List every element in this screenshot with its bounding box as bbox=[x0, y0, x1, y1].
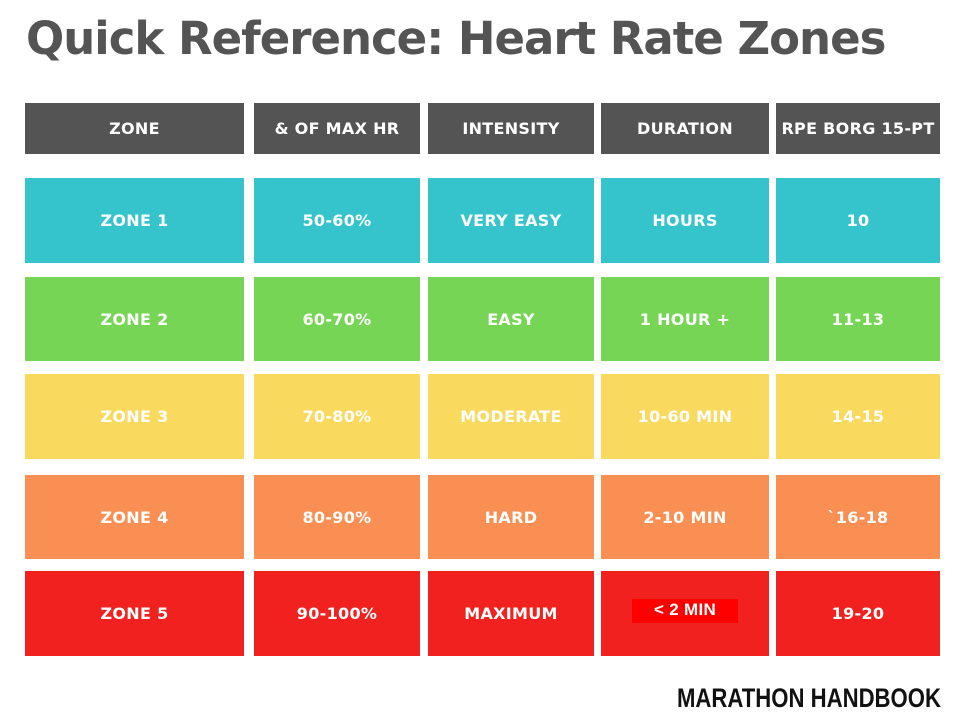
zone-4-name: ZONE 4 bbox=[25, 475, 244, 559]
zone-1-name: ZONE 1 bbox=[25, 178, 244, 263]
page-title: Quick Reference: Heart Rate Zones bbox=[26, 12, 886, 65]
zone-2-duration: 1 HOUR + bbox=[601, 277, 769, 361]
zone-3-duration: 10-60 MIN bbox=[601, 374, 769, 459]
zone-1-rpe: 10 bbox=[776, 178, 940, 263]
zone-3-intensity: MODERATE bbox=[428, 374, 594, 459]
zone-1-max-hr: 50-60% bbox=[254, 178, 420, 263]
brand-logo: MARATHON HANDBOOK bbox=[676, 683, 941, 713]
zone-2-rpe: 11-13 bbox=[776, 277, 940, 361]
column-header-max-hr: & OF MAX HR bbox=[254, 103, 420, 154]
column-header-duration: DURATION bbox=[601, 103, 769, 154]
zone-1-duration: HOURS bbox=[601, 178, 769, 263]
column-header-intensity: INTENSITY bbox=[428, 103, 594, 154]
zone-2-max-hr: 60-70% bbox=[254, 277, 420, 361]
zone-3-name: ZONE 3 bbox=[25, 374, 244, 459]
zone-5-duration: < 2 MIN bbox=[631, 599, 739, 623]
zone-5-name: ZONE 5 bbox=[25, 571, 244, 656]
zone-4-max-hr: 80-90% bbox=[254, 475, 420, 559]
zone-1-intensity: VERY EASY bbox=[428, 178, 594, 263]
zone-5-max-hr: 90-100% bbox=[254, 571, 420, 656]
zone-4-duration: 2-10 MIN bbox=[601, 475, 769, 559]
column-header-rpe: RPE BORG 15-PT bbox=[776, 103, 940, 154]
zone-2-name: ZONE 2 bbox=[25, 277, 244, 361]
zone-5-duration-cell: < 2 MIN bbox=[601, 571, 769, 656]
zone-2-intensity: EASY bbox=[428, 277, 594, 361]
zone-4-rpe: `16-18 bbox=[776, 475, 940, 559]
zone-4-intensity: HARD bbox=[428, 475, 594, 559]
zone-3-rpe: 14-15 bbox=[776, 374, 940, 459]
zone-3-max-hr: 70-80% bbox=[254, 374, 420, 459]
zone-5-rpe: 19-20 bbox=[776, 571, 940, 656]
zone-5-intensity: MAXIMUM bbox=[428, 571, 594, 656]
column-header-zone: ZONE bbox=[25, 103, 244, 154]
